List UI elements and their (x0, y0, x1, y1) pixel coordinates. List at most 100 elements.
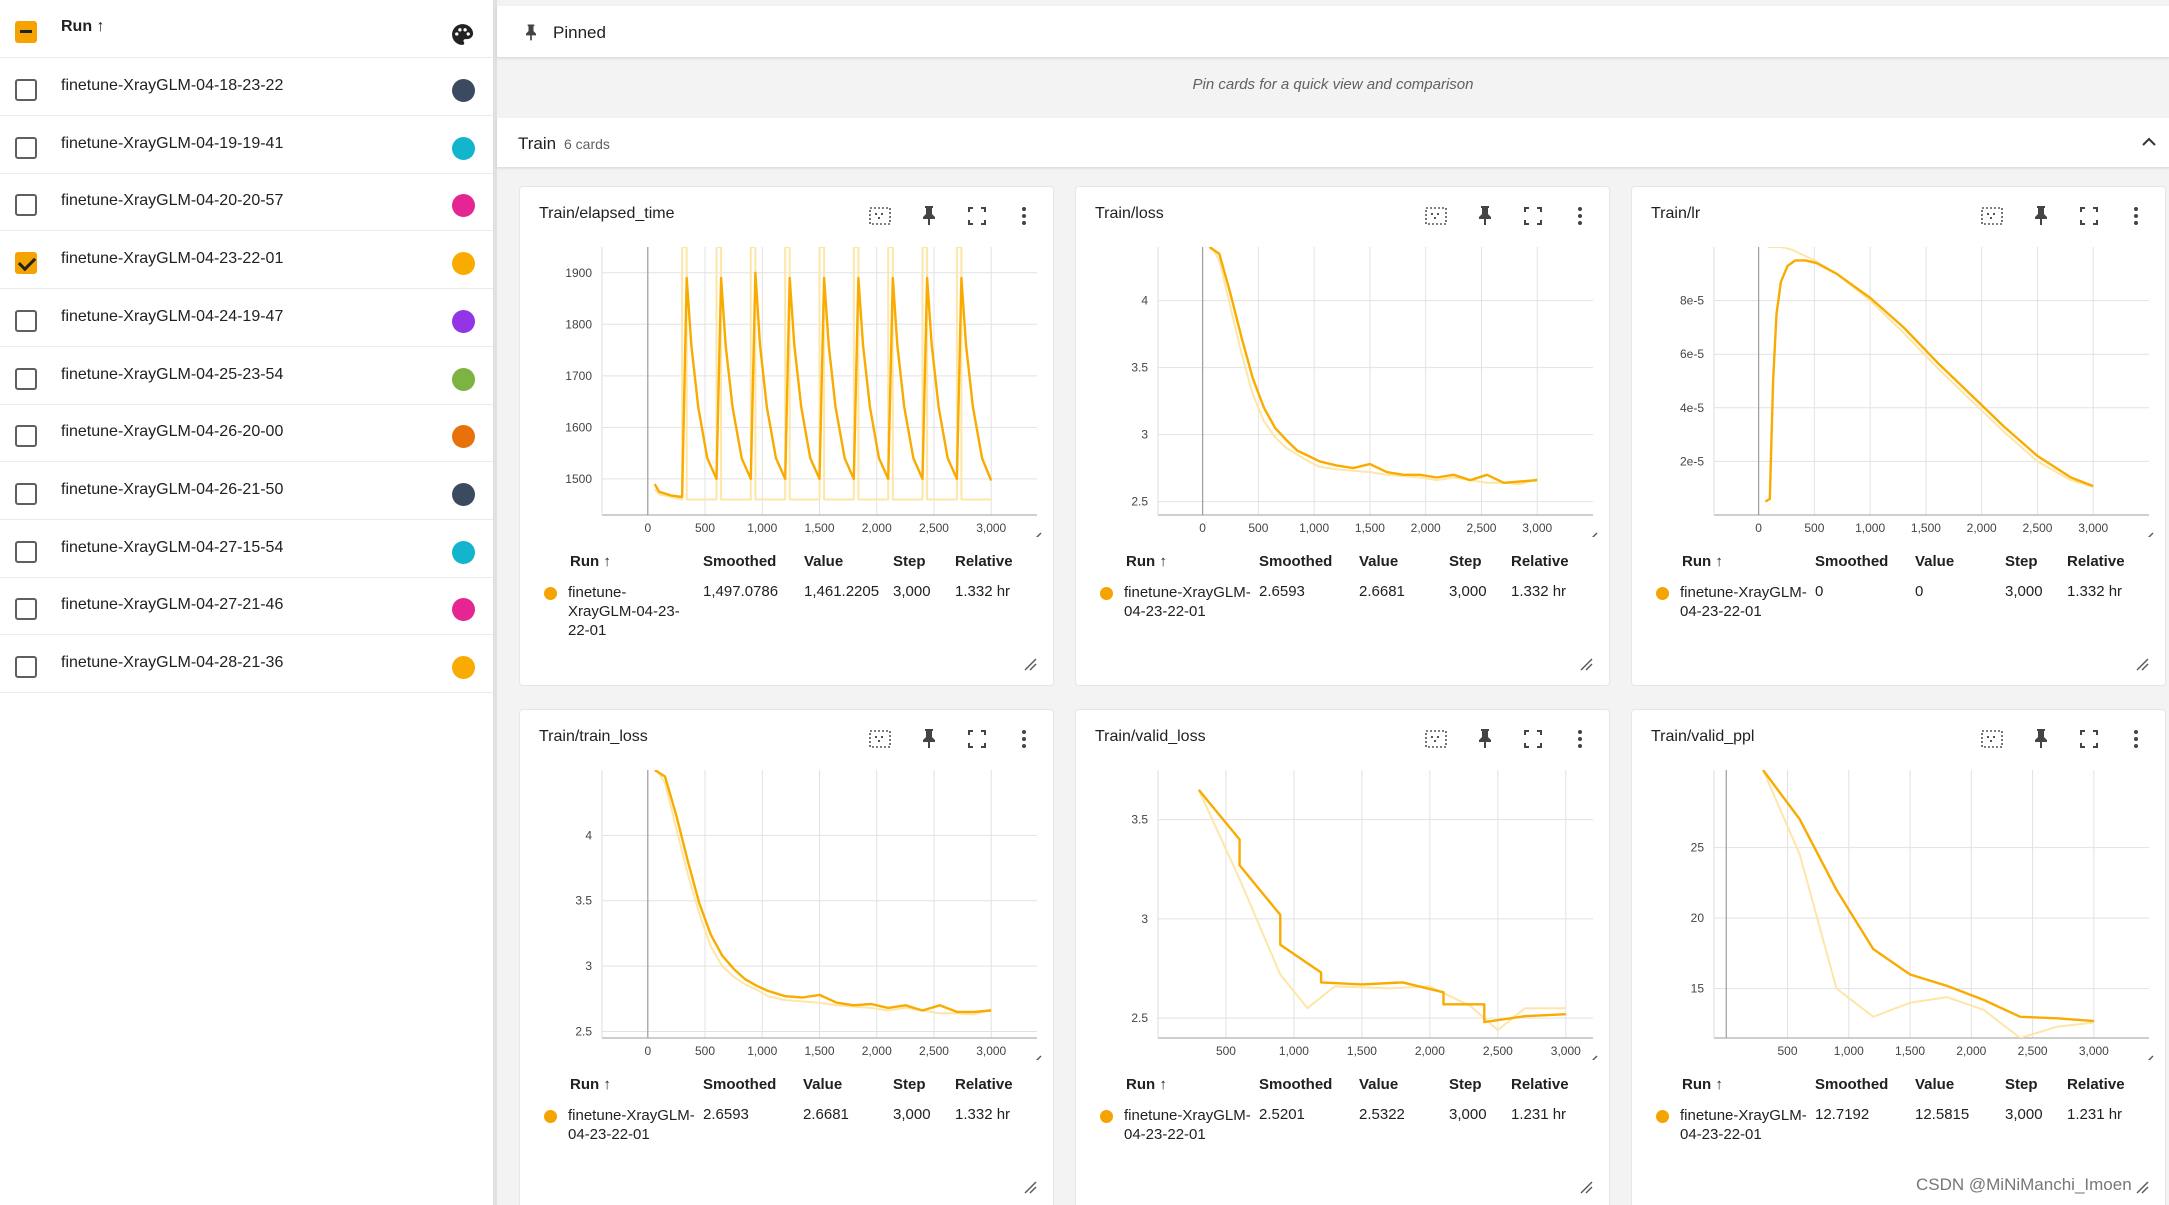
scalar-card: Train/valid_loss 500 1,000 1,500 2,000 2,500 3… (1075, 709, 1610, 1205)
x-tick-label: 2,000 (1967, 521, 1997, 535)
fullscreen-icon[interactable] (1519, 202, 1547, 230)
run-color-dot (544, 587, 557, 600)
fullscreen-icon[interactable] (2075, 202, 2103, 230)
card-title: Train/lr (1651, 205, 1701, 222)
pin-card-icon[interactable] (915, 725, 943, 753)
run-checkbox[interactable] (15, 540, 37, 563)
run-row[interactable]: finetune-XrayGLM-04-23-22-01 (0, 231, 493, 290)
resize-handle-icon[interactable] (2135, 1180, 2149, 1194)
fit-domain-icon[interactable] (866, 725, 894, 753)
y-tick-label: 1800 (565, 317, 592, 331)
select-all-checkbox[interactable] (15, 21, 37, 43)
run-color-swatch[interactable] (452, 136, 475, 160)
run-row[interactable]: finetune-XrayGLM-04-25-23-54 (0, 347, 493, 405)
more-vert-icon[interactable] (1010, 202, 1038, 230)
run-name: finetune-XrayGLM-04-27-15-54 (61, 538, 284, 556)
run-row[interactable]: finetune-XrayGLM-04-20-20-57 (0, 173, 493, 232)
run-checkbox[interactable] (15, 656, 37, 678)
fullscreen-icon[interactable] (963, 725, 991, 753)
fit-domain-icon[interactable] (866, 202, 894, 230)
line-chart[interactable]: 500 1,000 1,500 2,000 2,500 3,000 2.5 3 3.5 (1076, 760, 1611, 1060)
more-vert-icon[interactable] (1010, 725, 1038, 753)
table-header-run[interactable]: Run ↑ (1682, 553, 1723, 570)
run-checkbox[interactable] (15, 136, 37, 159)
more-vert-icon[interactable] (1566, 202, 1594, 230)
run-color-swatch[interactable] (452, 656, 475, 679)
run-color-swatch[interactable] (452, 194, 475, 218)
resize-handle-icon[interactable] (1579, 1180, 1593, 1194)
run-color-swatch[interactable] (452, 598, 475, 622)
x-tick-label: 2,500 (1466, 521, 1496, 535)
run-row[interactable]: finetune-XrayGLM-04-24-19-47 (0, 289, 493, 347)
run-checkbox[interactable] (15, 598, 37, 621)
x-tick-label: 0 (644, 521, 651, 535)
x-tick-label: 500 (1216, 1044, 1236, 1058)
pin-card-icon[interactable] (1471, 725, 1499, 753)
run-row[interactable]: finetune-XrayGLM-04-26-21-50 (0, 462, 493, 520)
run-row[interactable]: finetune-XrayGLM-04-19-19-41 (0, 116, 493, 174)
run-checkbox[interactable] (15, 252, 37, 275)
run-checkbox[interactable] (15, 309, 37, 332)
pin-card-icon[interactable] (2027, 725, 2055, 753)
fullscreen-icon[interactable] (1519, 725, 1547, 753)
line-chart[interactable]: 0 500 1,000 1,500 2,000 2,500 3,000 1500 1600 170… (520, 237, 1055, 537)
run-row[interactable]: finetune-XrayGLM-04-27-21-46 (0, 577, 493, 636)
run-row[interactable]: finetune-XrayGLM-04-28-21-36 (0, 635, 493, 693)
run-checkbox[interactable] (15, 425, 37, 448)
table-header-run[interactable]: Run ↑ (570, 1076, 611, 1093)
fit-domain-icon[interactable] (1978, 202, 2006, 230)
resize-handle-icon[interactable] (1023, 1180, 1037, 1194)
more-vert-icon[interactable] (2122, 202, 2150, 230)
run-checkbox[interactable] (15, 79, 37, 101)
x-tick-label: 1,500 (1355, 521, 1385, 535)
train-group-header[interactable]: Train 6 cards (497, 118, 2169, 168)
run-color-dot (1100, 587, 1113, 600)
run-color-swatch[interactable] (452, 252, 475, 276)
line-chart[interactable]: 0 500 1,000 1,500 2,000 2,500 3,000 2.5 3 3.5 4 (1076, 237, 1611, 537)
table-header-run[interactable]: Run ↑ (1126, 553, 1167, 570)
x-tick-label: 1,500 (804, 521, 834, 535)
resize-handle-icon[interactable] (2135, 657, 2149, 671)
chevron-up-icon[interactable] (2139, 132, 2159, 152)
run-row[interactable]: finetune-XrayGLM-04-27-15-54 (0, 520, 493, 578)
table-header-run[interactable]: Run ↑ (1126, 1076, 1167, 1093)
run-color-swatch[interactable] (452, 482, 475, 506)
fullscreen-icon[interactable] (963, 202, 991, 230)
table-cell-value: 12.5815 (1915, 1106, 1970, 1123)
run-row[interactable]: finetune-XrayGLM-04-26-20-00 (0, 404, 493, 463)
x-tick-label: 3,000 (1551, 1044, 1581, 1058)
resize-handle-icon[interactable] (1023, 657, 1037, 671)
pinned-section-header: Pinned (497, 6, 2169, 58)
run-color-swatch[interactable] (452, 309, 475, 333)
table-header-smoothed: Smoothed (1815, 553, 1889, 570)
run-checkbox[interactable] (15, 194, 37, 217)
pin-card-icon[interactable] (1471, 202, 1499, 230)
fit-domain-icon[interactable] (1978, 725, 2006, 753)
x-tick-label: 0 (1199, 521, 1206, 535)
pin-card-icon[interactable] (2027, 202, 2055, 230)
fit-domain-icon[interactable] (1422, 725, 1450, 753)
run-name: finetune-XrayGLM-04-28-21-36 (61, 654, 284, 671)
palette-icon[interactable] (450, 22, 475, 47)
run-color-swatch[interactable] (452, 79, 475, 102)
run-color-swatch[interactable] (452, 425, 475, 449)
table-header-run[interactable]: Run ↑ (1682, 1076, 1723, 1093)
more-vert-icon[interactable] (2122, 725, 2150, 753)
fullscreen-icon[interactable] (2075, 725, 2103, 753)
line-chart[interactable]: 500 1,000 1,500 2,000 2,500 3,000 15 20 25 (1632, 760, 2167, 1060)
run-column-sort[interactable]: Run ↑ (61, 18, 105, 35)
resize-handle-icon[interactable] (1579, 657, 1593, 671)
table-header-step: Step (893, 1076, 926, 1093)
run-color-swatch[interactable] (452, 367, 475, 391)
run-row[interactable]: finetune-XrayGLM-04-18-23-22 (0, 58, 493, 116)
pin-card-icon[interactable] (915, 202, 943, 230)
fit-domain-icon[interactable] (1422, 202, 1450, 230)
table-header-run[interactable]: Run ↑ (570, 553, 611, 570)
run-color-swatch[interactable] (452, 540, 475, 564)
line-chart[interactable]: 0 500 1,000 1,500 2,000 2,500 3,000 2.5 3 3.5 4 (520, 760, 1055, 1060)
more-vert-icon[interactable] (1566, 725, 1594, 753)
run-checkbox[interactable] (15, 367, 37, 390)
run-checkbox[interactable] (15, 482, 37, 505)
line-chart[interactable]: 0 500 1,000 1,500 2,000 2,500 3,000 2e-5 4e-5 6e-… (1632, 237, 2167, 537)
table-header-relative: Relative (955, 553, 1013, 570)
